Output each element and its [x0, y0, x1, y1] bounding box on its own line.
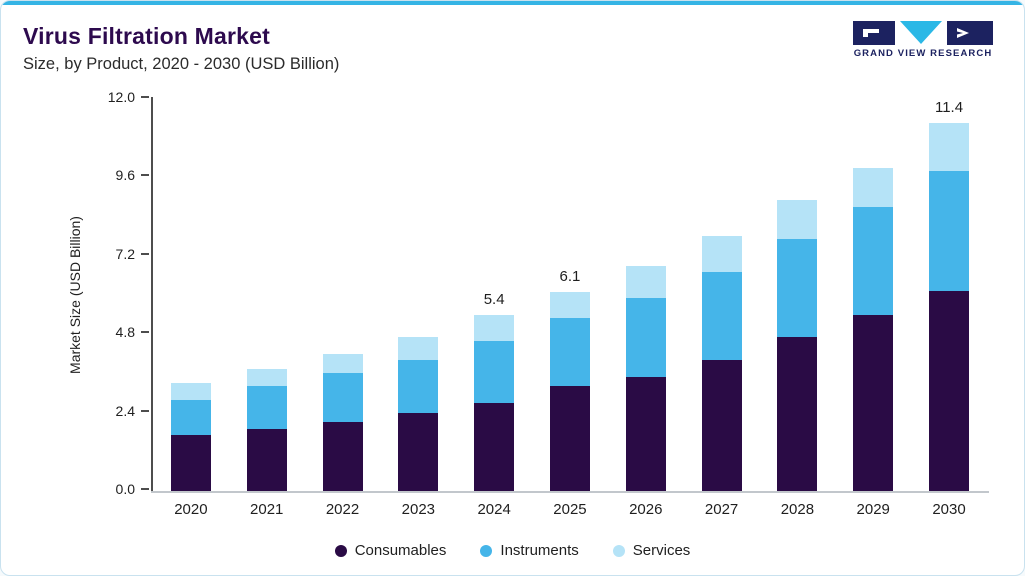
bar-segment-services [170, 383, 211, 400]
bar-total-label: 6.1 [559, 267, 581, 285]
bar-column-2030: 11.4 [911, 99, 987, 491]
y-tick-mark [141, 409, 149, 412]
bar-segment-instruments [322, 373, 363, 423]
legend-item-consumables: Consumables [334, 542, 447, 559]
x-axis-label: 2026 [629, 501, 663, 518]
legend-item-instruments: Instruments [480, 542, 579, 559]
y-axis-ticks: 0.0 2.4 4.8 7.2 9.6 12.0 [1, 89, 151, 497]
x-axis-label: 2025 [553, 501, 587, 518]
x-axis-label: 2020 [174, 501, 208, 518]
legend-label: Services [632, 542, 691, 559]
y-tick-label: 7.2 [115, 245, 135, 262]
plot-area: 5.4 6.1 11.4 [153, 99, 987, 491]
logo-text: GRAND VIEW RESEARCH [853, 48, 993, 59]
bar-segment-instruments [929, 171, 970, 291]
y-tick-label: 2.4 [115, 402, 135, 419]
x-axis-label: 2024 [477, 501, 511, 518]
chart-title: Virus Filtration Market [23, 23, 271, 49]
x-axis-line [151, 491, 989, 493]
bar-column-2026 [608, 99, 684, 491]
bar-segment-services [701, 236, 742, 273]
y-tick-label: 0.0 [115, 481, 135, 497]
bar-segment-instruments [170, 399, 211, 436]
bar-segment-instruments [853, 206, 894, 315]
bar-segment-consumables [929, 290, 970, 491]
top-accent-line [1, 1, 1024, 5]
bar-segment-consumables [853, 314, 894, 491]
chart-subtitle: Size, by Product, 2020 - 2030 (USD Billi… [23, 55, 340, 73]
bar-total-label: 11.4 [934, 99, 964, 116]
bar-column-2022 [305, 99, 381, 491]
x-axis-label: 2021 [250, 501, 284, 518]
y-tick-label: 12.0 [107, 89, 135, 105]
legend-dot [480, 544, 493, 557]
y-tick-mark [141, 488, 149, 490]
bar-segment-instruments [625, 298, 666, 377]
bar-segment-services [398, 337, 439, 361]
bar-column-2028 [760, 99, 836, 491]
bar-segment-instruments [474, 340, 515, 403]
bar-segment-consumables [474, 402, 515, 491]
x-axis-label: 2023 [401, 501, 436, 518]
bar-column-2020 [153, 99, 229, 491]
legend-dot [612, 544, 625, 557]
bar-column-2025: 6.1 [532, 99, 608, 491]
y-tick-label: 9.6 [115, 167, 135, 184]
y-tick-mark [141, 174, 149, 177]
bar-segment-consumables [398, 412, 439, 491]
y-tick-mark [141, 252, 149, 255]
grand-view-research-logo: GRAND VIEW RESEARCH [848, 21, 998, 59]
bar-segment-services [322, 353, 363, 374]
bar-segment-instruments [398, 360, 439, 413]
bar-segment-consumables [322, 422, 363, 491]
bar-column-2023 [380, 99, 456, 491]
bar-column-2021 [229, 99, 305, 491]
bar-segment-services [474, 314, 515, 341]
bar-segment-consumables [170, 435, 211, 491]
bar-segment-instruments [246, 386, 287, 429]
legend-label: Instruments [500, 542, 579, 559]
chart-area: Market Size (USD Billion) 0.0 2.4 4.8 7.2 9.… [1, 89, 1024, 559]
bar-segment-services [777, 200, 818, 240]
legend-item-services: Services [612, 542, 691, 559]
bar-segment-instruments [549, 317, 590, 387]
bar-column-2024: 5.4 [456, 99, 532, 491]
x-axis-label: 2027 [704, 501, 739, 518]
bar-segment-services [549, 291, 590, 318]
y-tick-mark [141, 96, 149, 98]
y-tick-mark [141, 331, 149, 334]
chart-legend: Consumables Instruments Services [1, 542, 1024, 559]
bar-segment-services [246, 368, 287, 387]
x-axis-label: 2029 [856, 501, 890, 518]
chart-header: Virus Filtration Market Size, by Product… [23, 23, 339, 74]
legend-dot [334, 544, 347, 557]
bar-segment-consumables [625, 376, 666, 491]
bar-total-label: 5.4 [483, 290, 505, 308]
bar-segment-consumables [549, 386, 590, 491]
bar-segment-services [853, 167, 894, 207]
bar-segment-instruments [777, 239, 818, 338]
x-axis-label: 2028 [780, 501, 815, 518]
bar-segment-instruments [701, 272, 742, 361]
bar-column-2027 [684, 99, 760, 491]
bar-segment-consumables [701, 360, 742, 491]
y-tick-label: 4.8 [115, 324, 135, 341]
x-axis-labels: 2020 2021 2022 2023 2024 2025 2026 2027 2028 2029… [153, 501, 987, 518]
bar-segment-consumables [246, 428, 287, 491]
logo-shapes-icon [853, 21, 993, 45]
bar-segment-services [625, 265, 666, 299]
bar-column-2029 [835, 99, 911, 491]
x-axis-label: 2030 [932, 501, 966, 518]
bar-segment-services [929, 123, 970, 172]
bar-segment-consumables [777, 337, 818, 491]
x-axis-label: 2022 [325, 501, 360, 518]
y-axis-line [151, 97, 153, 493]
legend-label: Consumables [354, 542, 447, 559]
